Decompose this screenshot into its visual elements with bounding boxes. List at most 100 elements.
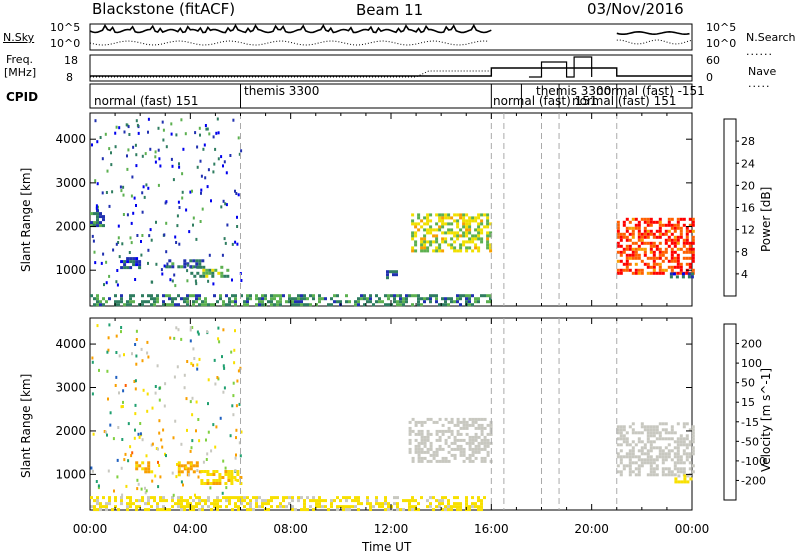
velocity-cell	[381, 502, 384, 506]
velocity-cell	[456, 444, 460, 448]
power-cell	[435, 240, 439, 244]
velocity-cell	[480, 417, 484, 421]
power-scatter-cell	[210, 199, 212, 203]
velocity-cell	[462, 459, 466, 463]
power-cell	[652, 235, 656, 239]
power-cell	[315, 303, 318, 307]
velocity-cell	[688, 428, 692, 432]
power-cell	[261, 303, 264, 307]
velocity-cell	[255, 502, 258, 506]
velocity-cell	[357, 508, 360, 512]
power-cell	[661, 223, 665, 227]
power-cell	[640, 271, 644, 275]
velocity-cell	[303, 505, 306, 509]
velocity-cell	[643, 458, 647, 462]
power-cell	[682, 238, 686, 242]
power-cell	[456, 300, 459, 304]
power-panel-frame	[89, 112, 693, 307]
velocity-cell	[129, 505, 132, 509]
power-cell	[93, 221, 96, 225]
velocity-cell	[153, 496, 156, 500]
power-cell	[691, 220, 695, 224]
velocity-cell	[453, 456, 457, 460]
power-cell	[658, 220, 662, 224]
power-cell	[640, 268, 644, 272]
velocity-scatter-cell	[98, 368, 100, 372]
velocity-cell	[634, 455, 638, 459]
velocity-scatter-cell	[144, 491, 147, 495]
power-cell	[480, 231, 484, 235]
velocity-cell	[465, 456, 469, 460]
velocity-cell	[381, 505, 384, 509]
power-scatter-cell	[216, 117, 219, 121]
power-cell	[664, 256, 668, 260]
power-colorbar-tick-label: 16	[741, 202, 755, 215]
velocity-cell	[360, 502, 363, 506]
velocity-scatter-cell	[131, 451, 134, 455]
power-cell	[619, 259, 623, 263]
power-cell	[619, 253, 623, 257]
velocity-cell	[682, 449, 686, 453]
power-cell	[681, 272, 685, 276]
power-cell	[183, 262, 187, 266]
velocity-cell	[664, 467, 668, 471]
velocity-cell	[667, 455, 671, 459]
velocity-cell	[414, 499, 417, 503]
velocity-scatter-cell	[196, 469, 199, 472]
power-scatter-cell	[208, 132, 211, 136]
velocity-cell	[429, 505, 432, 509]
velocity-cell	[408, 438, 412, 442]
velocity-cell	[230, 476, 234, 479]
power-cell	[649, 247, 653, 251]
velocity-scatter-cell	[222, 328, 225, 332]
velocity-scatter-cell	[158, 419, 161, 423]
power-cell	[634, 241, 638, 245]
velocity-cell	[183, 508, 186, 512]
power-cell	[637, 244, 641, 248]
velocity-cell	[643, 461, 647, 465]
power-cell	[673, 265, 677, 269]
velocity-cell	[231, 508, 234, 512]
velocity-scatter-cell	[137, 482, 140, 486]
velocity-cell	[619, 425, 623, 429]
velocity-cell	[685, 437, 689, 441]
velocity-cell	[408, 505, 411, 509]
power-cell	[465, 240, 469, 244]
power-cell	[486, 216, 490, 220]
velocity-cell	[384, 496, 387, 500]
velocity-cell	[203, 470, 207, 473]
power-cell	[649, 223, 653, 227]
power-cell	[120, 300, 123, 304]
velocity-cell	[679, 467, 683, 471]
power-cell	[196, 265, 200, 269]
power-cell	[688, 247, 692, 251]
velocity-cell	[474, 450, 478, 454]
velocity-cell	[477, 447, 481, 451]
velocity-scatter-cell	[121, 493, 124, 497]
power-cell	[261, 300, 264, 304]
velocity-cell	[330, 499, 333, 503]
velocity-cell	[354, 505, 357, 509]
velocity-cell	[207, 499, 210, 503]
power-scatter-cell	[91, 143, 93, 147]
power-scatter-cell	[147, 117, 150, 121]
velocity-cell	[670, 449, 674, 453]
power-cell	[670, 217, 674, 221]
velocity-cell	[213, 499, 216, 503]
power-cell	[417, 300, 420, 304]
velocity-scatter-cell	[120, 330, 122, 334]
power-scatter-cell	[212, 282, 215, 286]
velocity-cell	[471, 505, 474, 509]
power-cell	[667, 235, 671, 239]
nsky-strip-frame	[89, 23, 693, 51]
power-cell	[622, 223, 626, 227]
velocity-cell	[225, 499, 228, 503]
velocity-cell	[435, 499, 438, 503]
power-cell	[628, 268, 632, 272]
power-cell	[444, 237, 448, 241]
power-cell	[477, 237, 481, 241]
power-cell	[658, 256, 662, 260]
power-cell	[646, 223, 650, 227]
velocity-cell	[649, 470, 653, 474]
power-scatter-cell	[158, 157, 161, 161]
